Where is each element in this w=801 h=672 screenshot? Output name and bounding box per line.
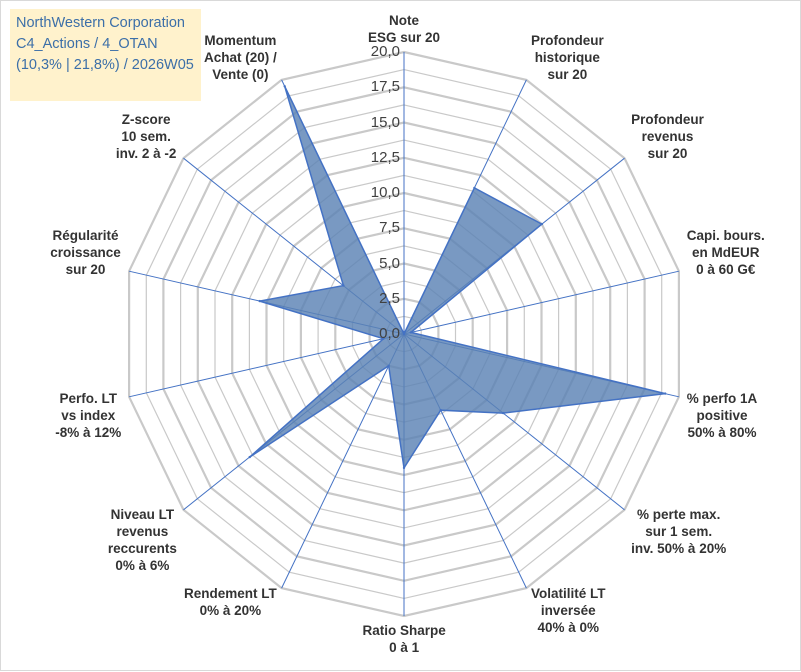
tick-label: 10,0 <box>370 184 400 201</box>
category-label: Rendement LT 0% à 20% <box>184 586 277 619</box>
category-label: % perte max. sur 1 sem. inv. 50% à 20% <box>631 506 727 556</box>
data-point <box>283 85 286 88</box>
data-point <box>387 364 390 367</box>
category-label: Profondeur revenus sur 20 <box>631 112 704 162</box>
data-point <box>439 409 442 412</box>
tick-label: 12,5 <box>370 148 400 166</box>
category-label: Profondeur historique sur 20 <box>530 32 604 82</box>
category-label: Perfo. LT vs index -8% à 12% <box>55 391 122 441</box>
chart-subtitle: C4_Actions / 4_OTAN <box>16 36 158 52</box>
category-label: Régularité croissance sur 20 <box>50 227 121 277</box>
data-point <box>473 186 476 190</box>
tick-label: 7,5 <box>379 219 400 237</box>
category-label: % perfo 1A positive 50% à 80% <box>686 391 758 441</box>
category-label: Momentum Achat (20) / Vente (0) <box>204 32 277 82</box>
data-point <box>248 455 251 459</box>
data-point <box>502 411 505 415</box>
tick-label: 5,0 <box>379 254 400 272</box>
data-point <box>342 284 345 287</box>
category-label: Volatilité LT inversée 40% à 0% <box>530 586 606 636</box>
tick-label: 0,0 <box>379 325 400 342</box>
series-area <box>249 85 666 470</box>
axis-spoke <box>281 333 405 589</box>
data-point <box>382 337 385 340</box>
title-box: NorthWestern Corporation C4_Actions / 4_… <box>10 9 201 101</box>
category-label: Ratio Sharpe 0 à 1 <box>362 623 446 655</box>
data-point <box>409 331 413 334</box>
axis-spoke <box>403 270 680 335</box>
data-point <box>258 299 261 303</box>
data-point <box>540 222 543 226</box>
chart-period: (10,3% | 21,8%) / 2026W05 <box>16 57 194 73</box>
tick-label: 17,5 <box>370 78 400 96</box>
tick-label: 2,5 <box>379 289 400 307</box>
data-point <box>402 332 406 336</box>
data-point <box>664 392 667 395</box>
category-label: Note ESG sur 20 <box>368 13 441 45</box>
category-label: Capi. bours. en MdEUR 0 à 60 G€ <box>686 227 765 277</box>
tick-label: 20,0 <box>370 43 400 60</box>
chart-title: NorthWestern Corporation <box>16 15 185 31</box>
tick-label: 15,0 <box>370 113 400 131</box>
axis-spoke <box>128 333 405 398</box>
category-label: Niveau LT revenus reccurents 0% à 6% <box>107 506 177 573</box>
category-label: Z-score 10 sem. inv. 2 à -2 <box>115 112 177 162</box>
data-point <box>402 466 406 470</box>
